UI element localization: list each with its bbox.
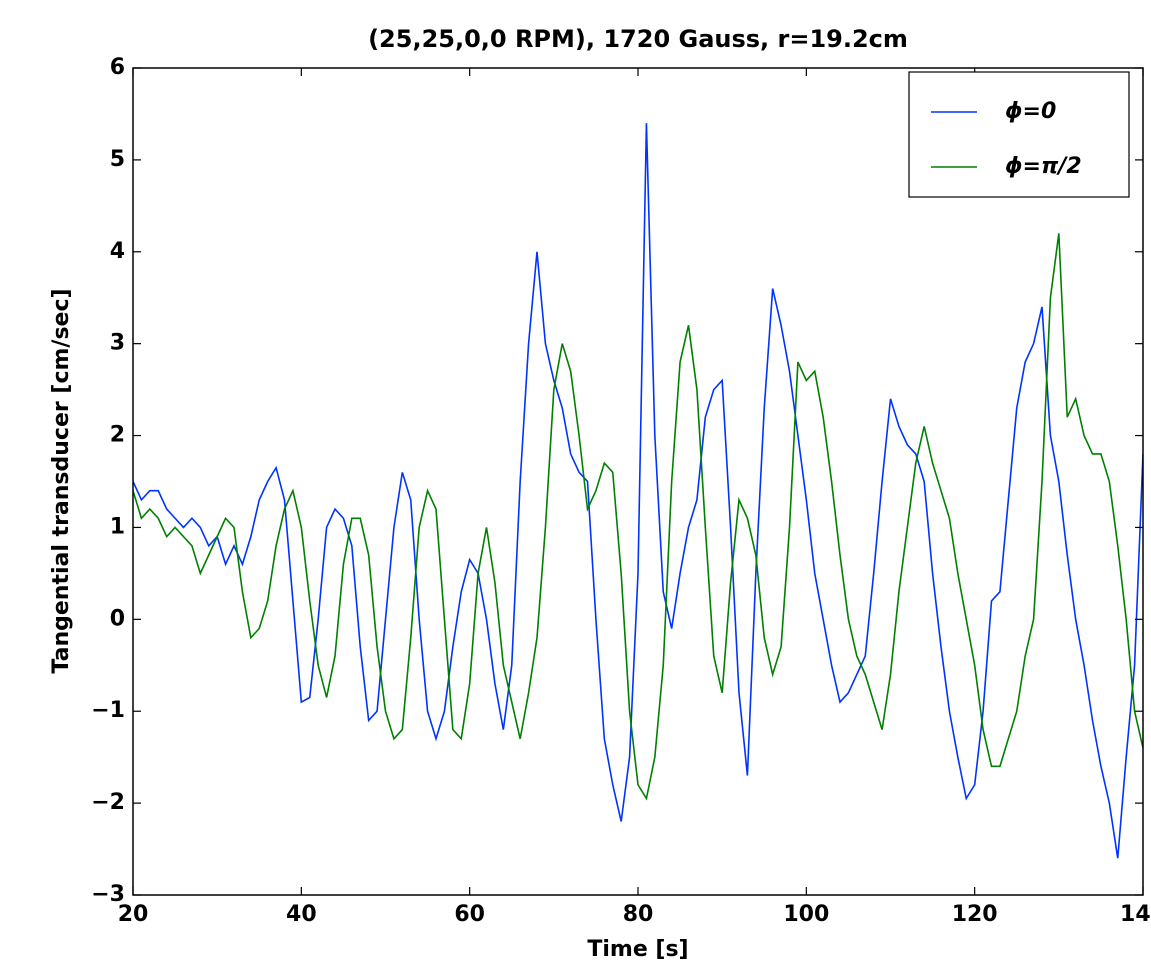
y-tick-label: −3 [91, 882, 125, 907]
y-tick-label: 6 [110, 55, 125, 80]
x-tick-label: 140 [1120, 902, 1151, 927]
y-tick-label: 3 [110, 331, 125, 356]
plot-lines [133, 123, 1143, 859]
y-tick-label: −2 [91, 790, 125, 815]
y-tick-label: 2 [110, 423, 125, 448]
x-tick-label: 60 [454, 902, 485, 927]
y-tick-label: 5 [110, 147, 125, 172]
data-line [133, 233, 1143, 801]
x-tick-label: 20 [118, 902, 149, 927]
x-tick-label: 120 [952, 902, 998, 927]
chart-title: (25,25,0,0 RPM), 1720 Gauss, r=19.2cm [368, 25, 908, 53]
y-axis-label: Tangential transducer [cm/sec] [49, 288, 74, 673]
y-tick-label: 1 [110, 514, 125, 539]
data-line [133, 123, 1143, 859]
legend-label: ϕ=π/2 [1005, 154, 1082, 179]
x-axis-label: Time [s] [587, 937, 688, 962]
x-tick-label: 40 [286, 902, 317, 927]
x-tick-label: 80 [623, 902, 654, 927]
legend-label: ϕ=0 [1005, 99, 1056, 124]
y-tick-label: 0 [110, 606, 125, 631]
y-tick-label: 4 [110, 239, 125, 264]
y-tick-label: −1 [91, 698, 125, 723]
x-tick-label: 100 [783, 902, 829, 927]
legend-box [908, 71, 1130, 198]
